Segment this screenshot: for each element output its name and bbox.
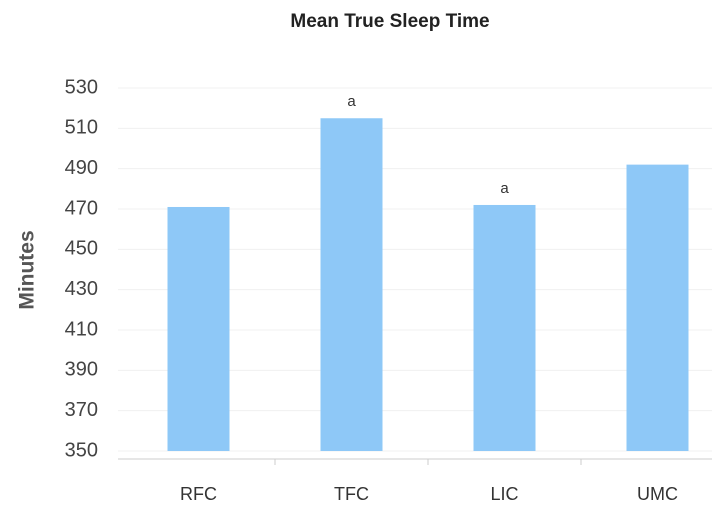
x-tick-label: TFC bbox=[334, 484, 369, 504]
y-tick-label: 490 bbox=[65, 157, 98, 179]
bar bbox=[167, 206, 230, 451]
annotation: a bbox=[347, 93, 356, 110]
bar bbox=[626, 164, 689, 451]
bar bbox=[473, 204, 536, 451]
x-tick-label: RFC bbox=[180, 484, 217, 504]
y-tick-label: 430 bbox=[65, 278, 98, 300]
chart-title: Mean True Sleep Time bbox=[290, 11, 489, 32]
bar bbox=[320, 118, 383, 451]
x-tick-label: UMC bbox=[637, 484, 678, 504]
y-tick-label: 510 bbox=[65, 117, 98, 139]
y-tick-label: 450 bbox=[65, 238, 98, 260]
y-axis-label: Minutes bbox=[16, 230, 39, 309]
y-tick-label: 470 bbox=[65, 197, 98, 219]
y-tick-label: 370 bbox=[65, 399, 98, 421]
y-tick-label: 410 bbox=[65, 318, 98, 340]
y-tick-label: 390 bbox=[65, 359, 98, 381]
x-tick-label: LIC bbox=[490, 484, 518, 504]
annotation: a bbox=[500, 180, 509, 197]
y-tick-label: 530 bbox=[65, 76, 98, 98]
y-tick-label: 350 bbox=[65, 439, 98, 461]
